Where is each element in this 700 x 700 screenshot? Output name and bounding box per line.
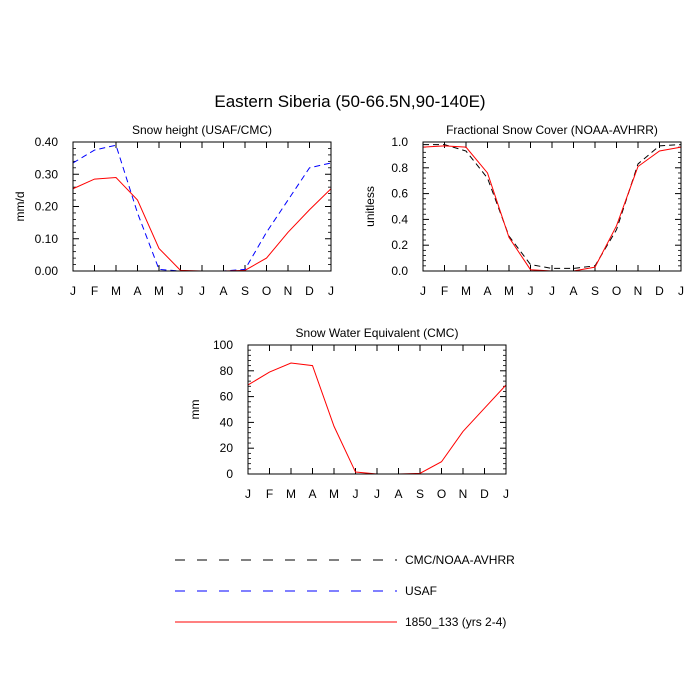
x-tick-label: S — [241, 284, 249, 298]
snow-height-frame — [72, 141, 332, 272]
snow-water-equivalent-ylabel: mm — [188, 400, 202, 420]
panel-snow-water-equivalent: Snow Water Equivalent (CMC) mm 0 20 40 60 80 10… — [188, 326, 509, 501]
snow-height-title: Snow height (USAF/CMC) — [132, 123, 272, 137]
x-tick-label: A — [308, 487, 316, 501]
x-tick-label: J — [503, 487, 509, 501]
y-tick-label: 0.0 — [391, 264, 408, 278]
y-tick-label: 20 — [220, 441, 234, 455]
y-tick-label: 0.10 — [35, 232, 59, 246]
x-tick-label: N — [634, 284, 643, 298]
series-line-2 — [72, 144, 332, 272]
x-tick-label: M — [461, 284, 471, 298]
y-tick-label: 80 — [220, 364, 234, 378]
legend-label-3: 1850_133 (yrs 2-4) — [405, 615, 506, 629]
x-tick-label: A — [219, 284, 227, 298]
x-tick-label: A — [483, 284, 491, 298]
fractional-snow-cover-ylabel: unitless — [363, 186, 377, 227]
x-tick-label: M — [154, 284, 164, 298]
series-line-2 — [422, 145, 682, 272]
panels: Snow height (USAF/CMC)mm/d0.000.100.200.… — [13, 123, 684, 501]
y-tick-label: 0.4 — [391, 212, 408, 226]
x-tick-label: M — [286, 487, 296, 501]
figure-title: Eastern Siberia (50-66.5N,90-140E) — [214, 92, 485, 111]
legend-label-1: CMC/NOAA-AVHRR — [405, 553, 515, 567]
x-tick-label: J — [549, 284, 555, 298]
y-tick-label: 40 — [220, 415, 234, 429]
snow-water-equivalent-title: Snow Water Equivalent (CMC) — [296, 326, 459, 340]
y-tick-label: 60 — [220, 390, 234, 404]
x-tick-label: O — [612, 284, 621, 298]
series-line-1 — [423, 144, 682, 269]
x-tick-label: J — [420, 284, 426, 298]
snow-water-equivalent-frame — [247, 344, 507, 475]
y-tick-label: 0.8 — [391, 161, 408, 175]
y-tick-label: 0.00 — [35, 264, 59, 278]
fractional-snow-cover-frame — [422, 141, 682, 272]
x-tick-label: A — [569, 284, 577, 298]
x-tick-label: N — [284, 284, 293, 298]
x-tick-label: O — [262, 284, 271, 298]
x-tick-label: F — [441, 284, 448, 298]
x-tick-label: J — [245, 487, 251, 501]
x-tick-label: J — [374, 487, 380, 501]
x-tick-label: J — [353, 487, 359, 501]
x-tick-label: M — [111, 284, 121, 298]
y-tick-label: 0.2 — [391, 238, 408, 252]
x-tick-label: M — [329, 487, 339, 501]
y-tick-label: 100 — [213, 338, 233, 352]
x-tick-label: F — [266, 487, 273, 501]
x-tick-label: D — [305, 284, 314, 298]
snow-height-ylabel: mm/d — [13, 192, 27, 222]
x-tick-label: J — [528, 284, 534, 298]
y-tick-label: 0.20 — [35, 200, 59, 214]
x-tick-label: A — [133, 284, 141, 298]
x-tick-label: J — [199, 284, 205, 298]
x-tick-label: S — [591, 284, 599, 298]
x-tick-label: O — [437, 487, 446, 501]
x-tick-label: J — [178, 284, 184, 298]
y-tick-label: 0 — [226, 467, 233, 481]
x-tick-label: J — [678, 284, 684, 298]
legend-label-2: USAF — [405, 584, 437, 598]
x-tick-label: J — [328, 284, 334, 298]
y-tick-label: 0.6 — [391, 187, 408, 201]
x-tick-label: D — [655, 284, 664, 298]
legend: CMC/NOAA-AVHRR USAF 1850_133 (yrs 2-4) — [175, 553, 515, 629]
panel-snow-height: Snow height (USAF/CMC) mm/d 0.00 0.10 0.20 0.… — [13, 123, 334, 298]
y-tick-label: 0.40 — [35, 135, 59, 149]
x-tick-label: F — [91, 284, 98, 298]
x-tick-label: M — [504, 284, 514, 298]
x-tick-label: S — [416, 487, 424, 501]
x-tick-label: J — [70, 284, 76, 298]
y-tick-label: 0.30 — [35, 167, 59, 181]
panel-fractional-snow-cover: Fractional Snow Cover (NOAA-AVHRR) unitle… — [363, 123, 684, 298]
x-tick-label: D — [480, 487, 489, 501]
y-tick-label: 1.0 — [391, 135, 408, 149]
series-line-2 — [247, 362, 507, 475]
x-tick-label: N — [459, 487, 468, 501]
fractional-snow-cover-title: Fractional Snow Cover (NOAA-AVHRR) — [446, 123, 658, 137]
series-line-3 — [72, 176, 332, 272]
x-tick-label: A — [394, 487, 402, 501]
